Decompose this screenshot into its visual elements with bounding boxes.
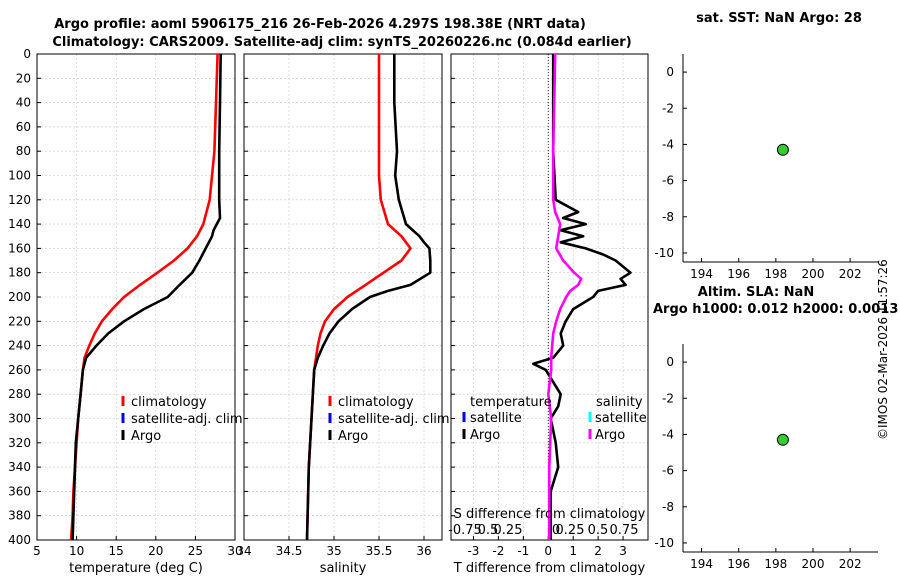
sst-ytick-label: -8 bbox=[662, 210, 674, 224]
sst-ytick-label: -4 bbox=[662, 137, 674, 151]
differences-xtick-label: -1 bbox=[517, 544, 529, 558]
salinity-xtick-label: 35.5 bbox=[366, 544, 393, 558]
legend-temperature-label: Argo bbox=[470, 428, 500, 443]
temperature-xtick-label: 25 bbox=[188, 544, 203, 558]
depth-tick-label: 400 bbox=[8, 533, 31, 547]
depth-tick-label: 20 bbox=[16, 71, 31, 85]
differences-series-t-argo-clim bbox=[531, 54, 632, 540]
s-diff-tick-label: 0.25 bbox=[494, 523, 523, 538]
sla-ytick-label: -6 bbox=[662, 464, 674, 478]
salinity-series-argo bbox=[305, 54, 432, 541]
differences-xtick-label: 3 bbox=[619, 544, 627, 558]
depth-tick-label: 60 bbox=[16, 120, 31, 134]
sla-ytick-label: -4 bbox=[662, 427, 674, 441]
temperature-xtick-label: 30 bbox=[227, 544, 242, 558]
depth-tick-label: 120 bbox=[8, 193, 31, 207]
timestamp-stamp: ©IMOS 02-Mar-2026 11:57:26 bbox=[876, 259, 890, 440]
sst-ytick-label: -6 bbox=[662, 174, 674, 188]
s-diff-tick-label: 0 bbox=[552, 523, 560, 538]
sst-ytick-label: 0 bbox=[666, 65, 674, 79]
depth-tick-label: 260 bbox=[8, 363, 31, 377]
depth-tick-label: 360 bbox=[8, 484, 31, 498]
legend-salinity-title: salinity bbox=[596, 395, 643, 410]
s-diff-tick-label: 0.25 bbox=[556, 523, 585, 538]
sla-subtitle: Argo h1000: 0.012 h2000: 0.0013 bbox=[653, 302, 898, 317]
s-diff-tick-label: 0.5 bbox=[478, 523, 499, 538]
depth-tick-label: 100 bbox=[8, 169, 31, 183]
sla-ytick-label: -2 bbox=[662, 391, 674, 405]
differences-xtick-label: -2 bbox=[492, 544, 504, 558]
salinity-legend-label: Argo bbox=[338, 429, 368, 444]
sla-xtick-label: 196 bbox=[727, 557, 750, 571]
temperature-legend-label: satellite-adj. clim bbox=[131, 412, 243, 427]
differences-xtick-label: 0 bbox=[544, 544, 552, 558]
legend-salinity-label: Argo bbox=[595, 428, 625, 443]
depth-tick-label: 320 bbox=[8, 436, 31, 450]
depth-tick-label: 200 bbox=[8, 290, 31, 304]
s-diff-tick-label: 0.5 bbox=[588, 523, 609, 538]
sst-title: sat. SST: NaN Argo: 28 bbox=[696, 11, 862, 26]
s-diff-tick-label: 0.75 bbox=[610, 523, 639, 538]
salinity-xtick-label: 35 bbox=[326, 544, 341, 558]
salinity-legend-label: satellite-adj. clim bbox=[338, 412, 450, 427]
sla-ytick-label: -10 bbox=[654, 536, 674, 550]
sla-xtick-label: 198 bbox=[764, 557, 787, 571]
depth-tick-label: 80 bbox=[16, 144, 31, 158]
sla-xtick-label: 202 bbox=[839, 557, 862, 571]
title-line-1: Argo profile: aoml 5906175_216 26-Feb-20… bbox=[54, 17, 586, 32]
title-line-2: Climatology: CARS2009. Satellite-adj cli… bbox=[52, 35, 631, 50]
temperature-series-argo bbox=[71, 53, 222, 541]
legend-salinity-label: satellite bbox=[595, 411, 647, 426]
legend-temperature-title: temperature bbox=[470, 395, 552, 410]
sla-ytick-label: 0 bbox=[666, 355, 674, 369]
s-diff-label: S difference from climatology bbox=[454, 507, 646, 522]
sla-argo-point bbox=[776, 433, 789, 446]
depth-tick-label: 340 bbox=[8, 460, 31, 474]
depth-tick-label: 40 bbox=[16, 96, 31, 110]
temperature-xtick-label: 5 bbox=[33, 544, 41, 558]
depth-tick-label: 160 bbox=[8, 241, 31, 255]
differences-xtick-label: -3 bbox=[467, 544, 479, 558]
differences-xtick-label: 2 bbox=[594, 544, 602, 558]
sst-xtick-label: 202 bbox=[839, 267, 862, 281]
sst-xtick-label: 198 bbox=[764, 267, 787, 281]
sla-ytick-label: -8 bbox=[662, 500, 674, 514]
depth-tick-label: 220 bbox=[8, 314, 31, 328]
s-diff-tick-label: -0.75 bbox=[448, 523, 482, 538]
depth-tick-label: 140 bbox=[8, 217, 31, 231]
temperature-xlabel: temperature (deg C) bbox=[69, 561, 203, 576]
temperature-xtick-label: 10 bbox=[69, 544, 84, 558]
sla-xtick-label: 200 bbox=[802, 557, 825, 571]
sst-xtick-label: 200 bbox=[802, 267, 825, 281]
depth-tick-label: 280 bbox=[8, 387, 31, 401]
sst-ytick-label: -2 bbox=[662, 101, 674, 115]
depth-tick-label: 180 bbox=[8, 266, 31, 280]
salinity-xtick-label: 34 bbox=[236, 544, 251, 558]
temperature-xtick-label: 20 bbox=[148, 544, 163, 558]
sst-argo-point bbox=[776, 143, 789, 156]
sst-xtick-label: 194 bbox=[690, 267, 713, 281]
differences-xlabel: T difference from climatology bbox=[453, 561, 646, 576]
temperature-xtick-label: 15 bbox=[109, 544, 124, 558]
differences-series-s-argo-clim bbox=[546, 53, 583, 540]
differences-xtick-label: 1 bbox=[569, 544, 577, 558]
depth-tick-label: 380 bbox=[8, 509, 31, 523]
temperature-legend-label: climatology bbox=[131, 395, 207, 410]
depth-tick-label: 300 bbox=[8, 412, 31, 426]
sla-xtick-label: 194 bbox=[690, 557, 713, 571]
depth-tick-label: 240 bbox=[8, 339, 31, 353]
temperature-legend-label: Argo bbox=[131, 429, 161, 444]
sst-ytick-label: -10 bbox=[654, 246, 674, 260]
sla-title: Altim. SLA: NaN bbox=[698, 285, 814, 300]
salinity-xtick-label: 34.5 bbox=[276, 544, 303, 558]
salinity-xtick-label: 36 bbox=[416, 544, 431, 558]
legend-temperature-label: satellite bbox=[470, 411, 522, 426]
salinity-legend-label: climatology bbox=[338, 395, 414, 410]
sst-xtick-label: 196 bbox=[727, 267, 750, 281]
salinity-xlabel: salinity bbox=[320, 561, 367, 576]
depth-tick-label: 0 bbox=[23, 47, 31, 61]
